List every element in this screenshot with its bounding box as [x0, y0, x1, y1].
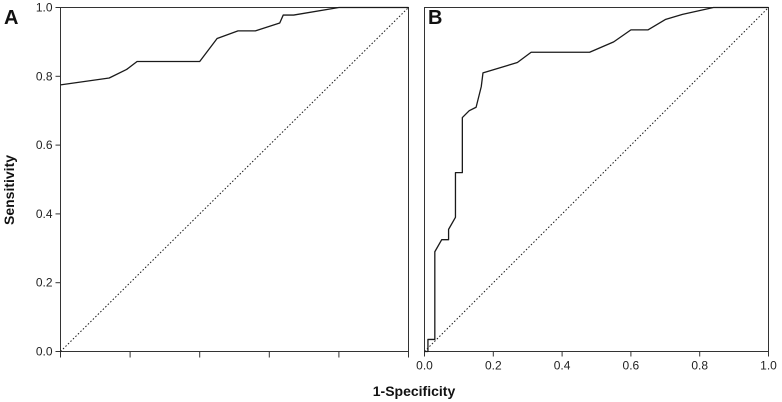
panel-a-label: A	[4, 7, 18, 29]
panel-b-diagonal	[424, 7, 769, 352]
panel-a-frame	[60, 7, 409, 352]
panel-a-roc-curve	[60, 6, 409, 86]
panel-b-ticks: 0.0 0.2 0.4 0.6 0.8 1.0	[416, 351, 777, 373]
y-tick-label: 0.8	[36, 69, 53, 83]
panel-b: B 0.0 0.2 0.4 0.6 0.8 1.0	[416, 6, 777, 373]
panel-a-diagonal	[60, 7, 409, 352]
panel-b-frame	[424, 7, 769, 352]
y-tick-label: 1.0	[36, 1, 53, 15]
y-tick-label: 0.0	[36, 345, 53, 359]
x-tick-label: 0.6	[623, 359, 640, 373]
x-tick-label: 1.0	[760, 359, 777, 373]
x-axis-title: 1-Specificity	[373, 383, 456, 399]
panel-a-ticks: 0.0 0.2 0.4 0.6 0.8 1.0	[36, 1, 409, 359]
x-tick-label: 0.0	[416, 359, 433, 373]
y-axis-title: Sensitivity	[1, 155, 17, 225]
y-tick-label: 0.2	[36, 276, 53, 290]
y-tick-label: 0.4	[36, 207, 53, 221]
panel-a: A 0.0 0.2 0.4 0.6 0.8 1.0	[4, 1, 409, 359]
panel-b-roc-curve	[424, 6, 769, 353]
x-tick-label: 0.8	[691, 359, 708, 373]
panel-b-label: B	[428, 7, 442, 29]
x-tick-label: 0.4	[554, 359, 571, 373]
y-tick-label: 0.6	[36, 138, 53, 152]
x-tick-label: 0.2	[485, 359, 502, 373]
